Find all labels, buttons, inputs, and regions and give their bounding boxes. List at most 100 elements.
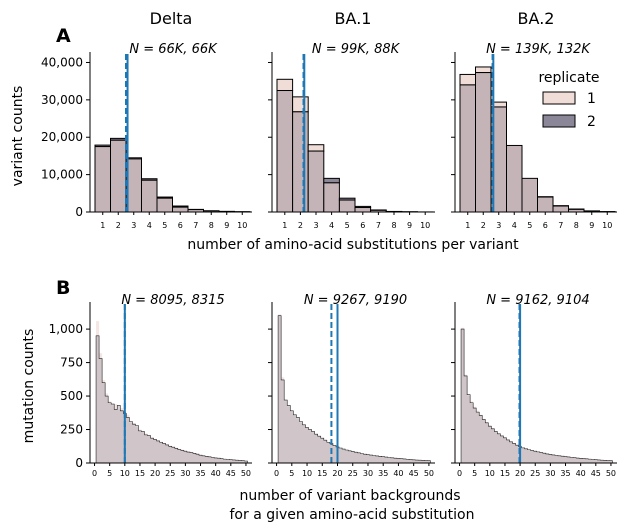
x-tick-label: 10 <box>302 469 312 478</box>
x-tick-label: 40 <box>576 469 586 478</box>
x-tick-label: 10 <box>120 469 130 478</box>
y-tick-label: 40,000 <box>41 55 83 69</box>
chart-panel-0: N = 66K, 66K 1 2 3 4 5 6 7 8 9 10 0 10,000 20,000 30,0… <box>41 42 252 230</box>
x-tick-label: 5 <box>527 221 532 230</box>
x-axis-label-bottom-line1: number of variant backgrounds <box>239 488 460 504</box>
panel-subtitle: N = 9162, 9104 <box>486 293 589 308</box>
x-tick-label: 9 <box>224 221 229 230</box>
panel-subtitle: N = 139K, 132K <box>486 42 591 57</box>
histogram-replicate-2 <box>95 335 248 464</box>
x-tick-label: 10 <box>602 221 612 230</box>
x-tick-label: 45 <box>591 469 601 478</box>
x-tick-label: 20 <box>150 469 160 478</box>
legend-label-replicate-1: 1 <box>587 91 596 107</box>
histogram-replicate-1 <box>461 327 613 463</box>
x-tick-label: 3 <box>131 221 136 230</box>
column-title-ba2: BA.2 <box>518 9 555 28</box>
bar-overlap-4 <box>141 179 158 213</box>
histogram-replicate-1 <box>278 314 431 463</box>
legend-title: replicate <box>538 70 599 86</box>
column-title-delta: Delta <box>150 9 193 28</box>
bar-rep-high-2 <box>475 66 492 74</box>
x-tick-label: 6 <box>360 221 365 230</box>
x-tick-label: 50 <box>424 469 434 478</box>
legend-label-replicate-2: 2 <box>587 114 596 130</box>
x-tick-label: 6 <box>178 221 183 230</box>
y-tick-label: 0 <box>75 456 83 470</box>
bar-overlap-1 <box>276 90 294 213</box>
x-tick-label: 7 <box>376 221 381 230</box>
panel-subtitle: N = 9267, 9190 <box>304 293 407 308</box>
x-tick-label: 0 <box>274 469 279 478</box>
x-tick-label: 0 <box>92 469 97 478</box>
y-tick-label: 20,000 <box>41 130 83 144</box>
x-tick-label: 40 <box>211 469 221 478</box>
x-tick-label: 8 <box>209 221 214 230</box>
bar-overlap-4 <box>506 144 523 213</box>
bar-rep-high-3 <box>307 144 325 152</box>
x-tick-label: 4 <box>147 221 152 230</box>
panel-label-a: A <box>56 25 71 47</box>
x-tick-label: 20 <box>515 469 525 478</box>
bar-overlap-6 <box>172 206 189 213</box>
y-tick-label: 10,000 <box>41 168 83 182</box>
x-tick-label: 1 <box>282 221 287 230</box>
x-tick-label: 50 <box>241 469 251 478</box>
bar-overlap-4 <box>323 182 340 213</box>
x-tick-label: 5 <box>107 469 112 478</box>
bar-overlap-2 <box>292 111 309 213</box>
x-tick-label: 5 <box>472 469 477 478</box>
chart-panel-5: N = 9162, 9104 0 5 10 15 20 25 30 35 40 45 50 <box>451 293 617 478</box>
x-tick-label: 1 <box>100 221 105 230</box>
y-tick-label: 750 <box>60 356 83 370</box>
column-title-ba1: BA.1 <box>335 9 372 28</box>
panel-subtitle: N = 8095, 8315 <box>121 293 224 308</box>
bar-overlap-5 <box>338 199 356 213</box>
chart-panel-1: N = 99K, 88K 1 2 3 4 5 6 7 8 9 10 <box>268 42 435 230</box>
y-tick-label: 500 <box>60 389 83 403</box>
panel-subtitle: N = 99K, 88K <box>312 42 401 57</box>
x-tick-label: 2 <box>116 221 121 230</box>
x-tick-label: 0 <box>457 469 462 478</box>
bar-overlap-2 <box>110 139 127 213</box>
bar-rep-high-4 <box>323 177 340 184</box>
bar-overlap-3 <box>307 150 325 213</box>
x-tick-label: 20 <box>332 469 342 478</box>
bar-overlap-6 <box>537 196 554 213</box>
y-tick-label: 250 <box>60 423 83 437</box>
x-tick-label: 15 <box>500 469 510 478</box>
x-tick-label: 9 <box>407 221 412 230</box>
bar-rep-high-1 <box>459 73 476 86</box>
x-tick-label: 5 <box>162 221 167 230</box>
x-tick-label: 35 <box>378 469 388 478</box>
x-tick-label: 45 <box>409 469 419 478</box>
y-tick-label: 1,000 <box>49 322 83 336</box>
x-tick-label: 5 <box>289 469 294 478</box>
x-tick-label: 35 <box>195 469 205 478</box>
y-tick-label: 0 <box>75 205 83 219</box>
bar-overlap-5 <box>156 197 173 213</box>
x-tick-label: 8 <box>574 221 579 230</box>
x-tick-label: 6 <box>543 221 548 230</box>
x-tick-label: 10 <box>420 221 430 230</box>
panel-label-b: B <box>56 277 70 299</box>
y-tick-label: 30,000 <box>41 93 83 107</box>
x-tick-label: 9 <box>589 221 594 230</box>
x-tick-label: 25 <box>530 469 540 478</box>
histogram-replicate-2 <box>277 315 431 464</box>
y-axis-label-bottom: mutation counts <box>21 329 37 444</box>
histogram-replicate-2 <box>460 328 613 464</box>
x-tick-label: 50 <box>606 469 616 478</box>
bar-overlap-1 <box>459 84 476 213</box>
x-axis-label-bottom-line2: for a given amino-acid substitution <box>230 507 475 523</box>
x-tick-label: 25 <box>348 469 358 478</box>
histogram-replicate-1 <box>96 321 248 463</box>
x-tick-label: 25 <box>165 469 175 478</box>
x-tick-label: 1 <box>465 221 470 230</box>
x-tick-label: 40 <box>393 469 403 478</box>
x-tick-label: 10 <box>485 469 495 478</box>
x-tick-label: 4 <box>329 221 334 230</box>
bar-overlap-6 <box>354 207 372 213</box>
